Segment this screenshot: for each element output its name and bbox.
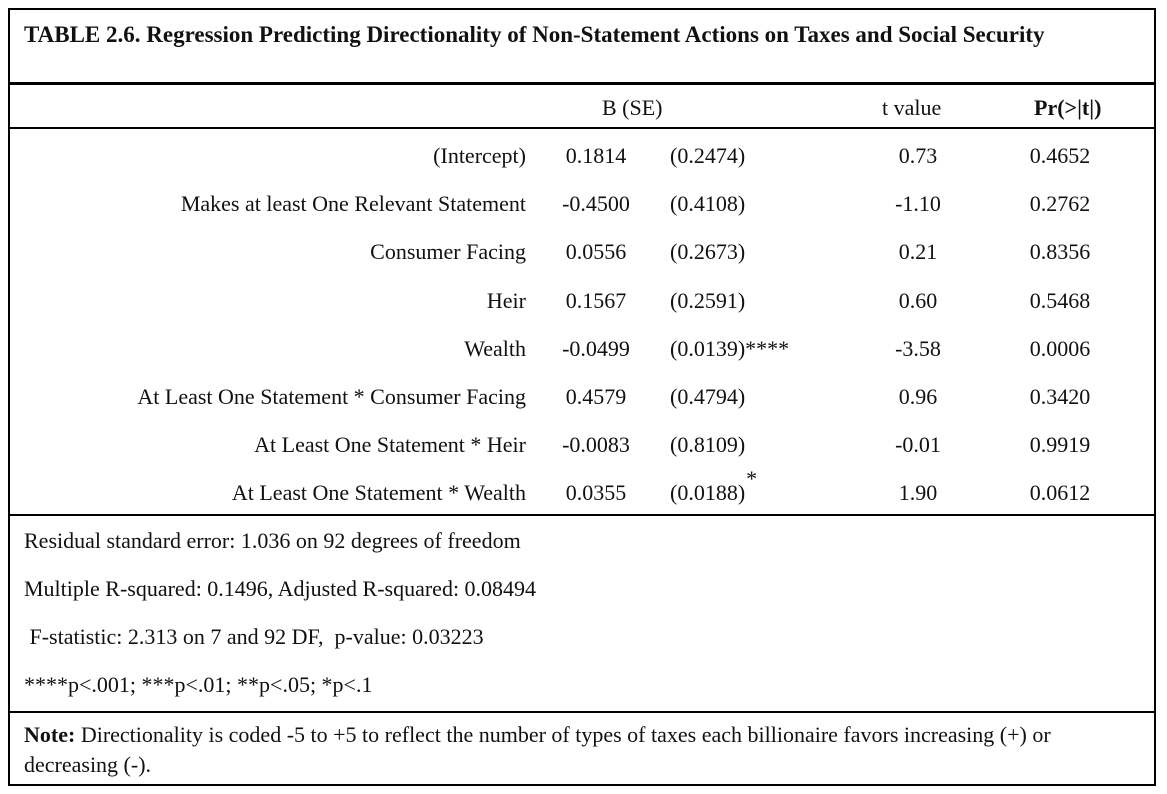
standard-error-value: (0.2474) xyxy=(670,143,746,168)
significance-stars: **** xyxy=(745,335,790,361)
row-label: Makes at least One Relevant Statement xyxy=(180,191,526,217)
standard-error: (0.4794) xyxy=(670,373,745,421)
t-value: 0.96 xyxy=(898,384,938,409)
row-label: Heir xyxy=(486,287,526,313)
row-label: At Least One Statement * Heir xyxy=(254,432,526,458)
standard-error: (0.2673) xyxy=(670,228,745,276)
standard-error: (0.4108) xyxy=(670,180,745,228)
rule-above-note xyxy=(10,711,1154,713)
table-row: Heir 0.1567 (0.2591) 0.60 0.5468 xyxy=(10,277,1154,325)
row-label: Consumer Facing xyxy=(370,239,526,265)
standard-error-value: (0.2591) xyxy=(670,287,746,313)
footer-r-squared: Multiple R-squared: 0.1496, Adjusted R-s… xyxy=(24,576,537,601)
row-label: (Intercept) xyxy=(433,143,526,168)
standard-error-value: (0.0139) xyxy=(670,335,746,361)
table-row: Consumer Facing 0.0556 (0.2673) 0.21 0.8356 xyxy=(10,228,1154,276)
coefficient: 0.1814 xyxy=(565,143,627,168)
t-value: -0.01 xyxy=(895,432,941,458)
p-value: 0.0612 xyxy=(1029,480,1091,506)
coefficient: -0.4500 xyxy=(562,191,630,217)
standard-error: (0.0188)* xyxy=(670,466,758,517)
p-value: 0.3420 xyxy=(1029,384,1091,409)
rule-below-header xyxy=(10,127,1154,129)
coefficient: -0.0499 xyxy=(562,335,630,361)
coefficient: 0.4579 xyxy=(565,384,627,409)
table-row: Makes at least One Relevant Statement -0.… xyxy=(10,180,1154,228)
coefficient: 0.0355 xyxy=(565,480,627,506)
header-tvalue: t value xyxy=(882,95,942,120)
footer-f-statistic: F-statistic: 2.313 on 7 and 92 DF, p-val… xyxy=(24,624,484,649)
table-title: TABLE 2.6. Regression Predicting Directi… xyxy=(24,22,1045,47)
table-row: At Least One Statement * Consumer Facing… xyxy=(10,373,1154,421)
t-value: 0.73 xyxy=(898,143,938,168)
table-row: At Least One Statement * Heir -0.0083 (0.8… xyxy=(10,421,1154,469)
significance-stars: * xyxy=(746,466,758,492)
footer-residual-se: Residual standard error: 1.036 on 92 deg… xyxy=(24,528,521,553)
table-row: (Intercept) 0.1814 (0.2474) 0.73 0.4652 xyxy=(10,132,1154,180)
t-value: -1.10 xyxy=(895,191,941,217)
standard-error-value: (0.4108) xyxy=(670,191,746,217)
standard-error: (0.0139)**** xyxy=(670,325,789,373)
standard-error-value: (0.8109) xyxy=(670,432,746,458)
p-value: 0.9919 xyxy=(1029,432,1091,458)
header-coef: B (SE) xyxy=(602,95,663,120)
coefficient: -0.0083 xyxy=(562,432,630,458)
note-label: Note: xyxy=(24,722,76,747)
coefficient: 0.0556 xyxy=(565,239,627,265)
standard-error: (0.8109) xyxy=(670,421,745,469)
p-value: 0.0006 xyxy=(1029,335,1091,361)
table-row: Wealth -0.0499 (0.0139)**** -3.58 0.0006 xyxy=(10,325,1154,373)
note-text: Directionality is coded -5 to +5 to refl… xyxy=(24,722,1051,777)
standard-error-value: (0.4794) xyxy=(670,384,746,409)
standard-error-value: (0.2673) xyxy=(670,239,746,265)
standard-error: (0.2591) xyxy=(670,277,745,325)
rule-below-title xyxy=(10,82,1154,85)
standard-error: (0.2474) xyxy=(670,132,745,180)
p-value: 0.8356 xyxy=(1029,239,1091,265)
p-value: 0.2762 xyxy=(1029,191,1091,217)
standard-error-value: (0.0188) xyxy=(670,480,746,506)
row-label: Wealth xyxy=(464,335,526,361)
table-note: Note: Directionality is coded -5 to +5 t… xyxy=(24,720,1134,780)
footer-significance-legend: ****p<.001; ***p<.01; **p<.05; *p<.1 xyxy=(24,672,373,697)
coefficient: 0.1567 xyxy=(565,287,627,313)
t-value: 0.21 xyxy=(898,239,938,265)
p-value: 0.4652 xyxy=(1029,143,1091,168)
header-pvalue: Pr(>|t|) xyxy=(1034,95,1102,120)
p-value: 0.5468 xyxy=(1029,287,1091,313)
t-value: -3.58 xyxy=(895,335,941,361)
rule-below-body xyxy=(10,514,1154,516)
t-value: 0.60 xyxy=(898,287,938,313)
table-row: At Least One Statement * Wealth 0.0355 (0.… xyxy=(10,466,1154,517)
regression-table: TABLE 2.6. Regression Predicting Directi… xyxy=(8,8,1156,786)
t-value: 1.90 xyxy=(898,480,938,506)
row-label: At Least One Statement * Wealth xyxy=(231,480,526,506)
row-label: At Least One Statement * Consumer Facing xyxy=(137,384,526,409)
